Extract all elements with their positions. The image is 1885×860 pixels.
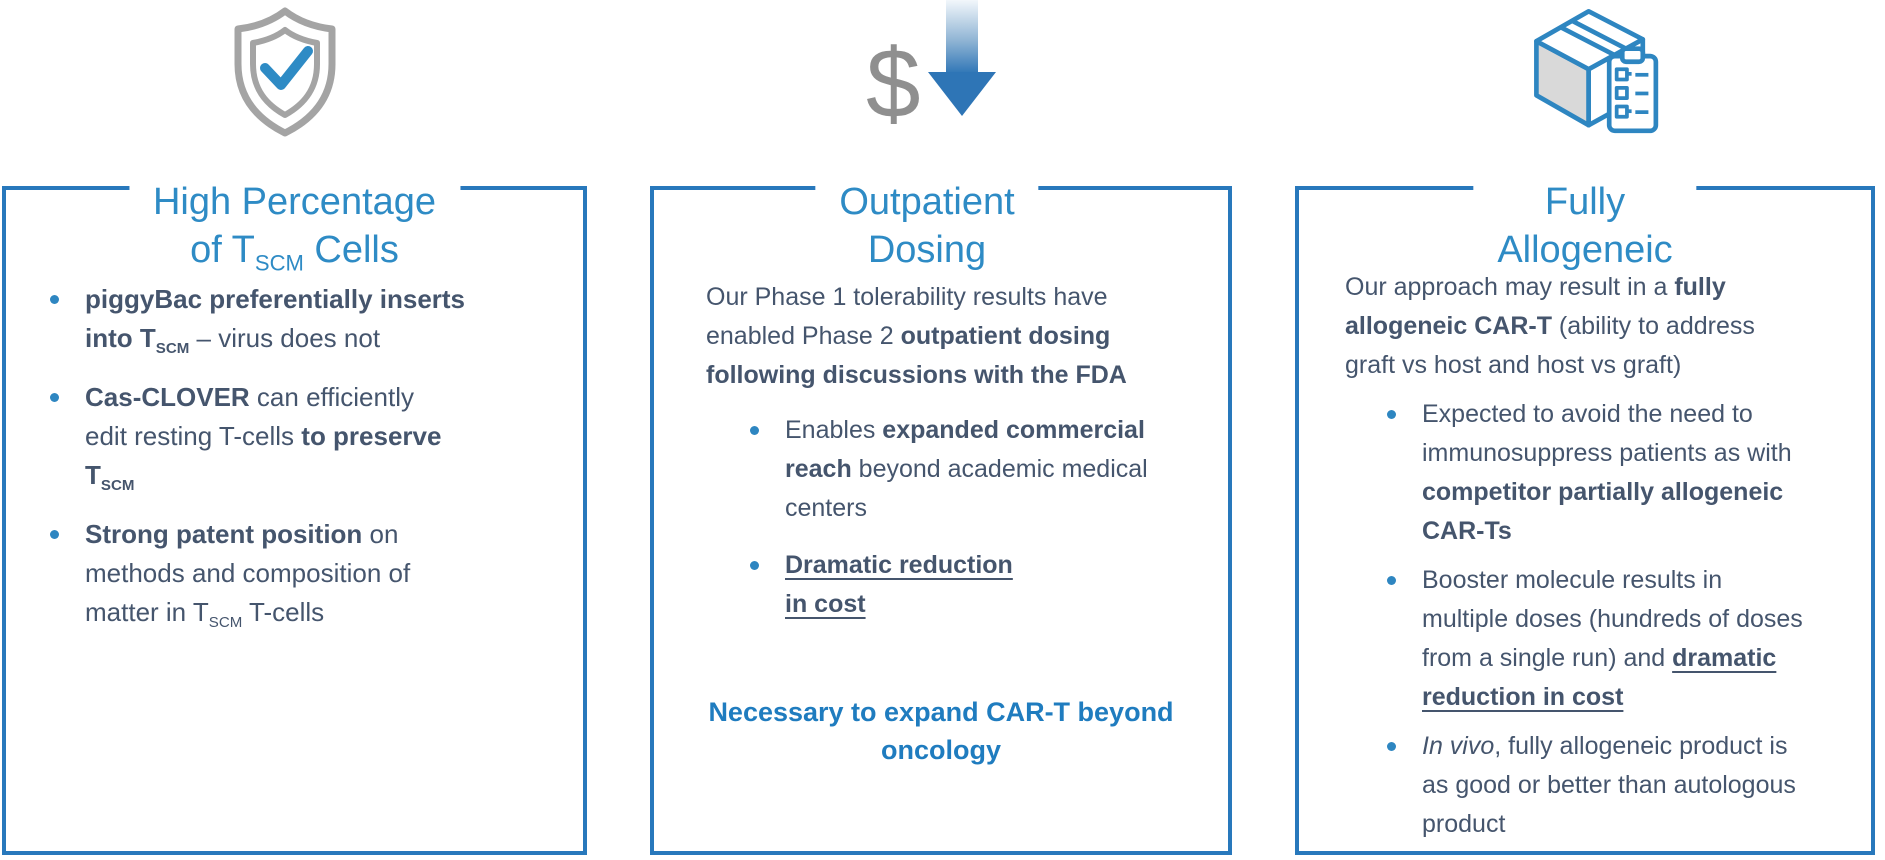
list-item: piggyBac preferentially inserts into TSCM… xyxy=(50,280,555,358)
list-item-text: Expected to avoid the need to immunosuppr… xyxy=(1422,400,1792,545)
list-item: Booster molecule results in multiple dose… xyxy=(1387,561,1851,717)
list-item: Cas-CLOVER can efficiently edit resting T… xyxy=(50,378,555,495)
bullet-list: piggyBac preferentially inserts into TSCM… xyxy=(6,280,583,632)
bullet-list: Enables expanded commercial reach beyond … xyxy=(654,411,1228,624)
list-item-text: Booster molecule results in multiple dose… xyxy=(1422,566,1803,711)
card-fully-allogeneic: Fully Allogeneic Our approach may result… xyxy=(1295,177,1875,855)
card-title: High Percentage of TSCM Cells xyxy=(128,177,461,276)
svg-text:$: $ xyxy=(866,28,921,124)
highlight-note: Necessary to expand CAR-T beyond oncology xyxy=(708,697,1174,765)
card-title: Outpatient Dosing xyxy=(815,177,1039,274)
list-item-text: piggyBac preferentially inserts into TSCM… xyxy=(85,284,466,358)
list-item-text: Enables expanded commercial reach beyond … xyxy=(785,416,1148,522)
bullet-dot-icon xyxy=(750,561,759,570)
card-title-line: Dosing xyxy=(867,228,987,271)
bullet-dot-icon xyxy=(50,530,59,539)
list-item-text: Cas-CLOVER can efficiently edit resting T… xyxy=(85,382,442,495)
list-item-text: Strong patent position on methods and com… xyxy=(85,519,411,632)
card-outpatient-dosing: Outpatient Dosing Our Phase 1 tolerabili… xyxy=(650,177,1232,855)
product-box-clipboard-icon xyxy=(1523,2,1673,147)
card-title-line: Fully xyxy=(1544,180,1626,223)
card-title-line: Outpatient xyxy=(839,180,1015,223)
bullet-dot-icon xyxy=(1387,576,1396,585)
bullet-dot-icon xyxy=(50,295,59,304)
shield-check-icon xyxy=(225,6,345,143)
bullet-dot-icon xyxy=(1387,410,1396,419)
intro-paragraph: Our Phase 1 tolerability results have ena… xyxy=(706,283,1127,389)
intro-paragraph: Our approach may result in a fully alloge… xyxy=(1345,273,1755,379)
card-title: Fully Allogeneic xyxy=(1473,177,1697,274)
bullet-list: Expected to avoid the need to immunosuppr… xyxy=(1299,395,1871,844)
list-item-text: In vivo, fully allogeneic product is as g… xyxy=(1422,732,1796,838)
list-item: Enables expanded commercial reach beyond … xyxy=(750,411,1200,528)
dollar-down-arrow-icon: $ xyxy=(838,0,1010,138)
bullet-dot-icon xyxy=(750,426,759,435)
card-title-line: Allogeneic xyxy=(1497,228,1673,271)
list-item: Strong patent position on methods and com… xyxy=(50,515,555,632)
list-item: In vivo, fully allogeneic product is as g… xyxy=(1387,727,1851,844)
card-title-line: High Percentage xyxy=(152,180,437,223)
list-item-text: Dramatic reduction in cost xyxy=(785,551,1013,618)
bullet-dot-icon xyxy=(1387,742,1396,751)
card-high-percentage-tscm: High Percentage of TSCM Cells piggyBac p… xyxy=(2,177,587,855)
list-item: Dramatic reduction in cost xyxy=(750,546,1200,624)
list-item: Expected to avoid the need to immunosuppr… xyxy=(1387,395,1851,551)
bullet-dot-icon xyxy=(50,393,59,402)
card-title-line: of TSCM Cells xyxy=(190,228,399,276)
